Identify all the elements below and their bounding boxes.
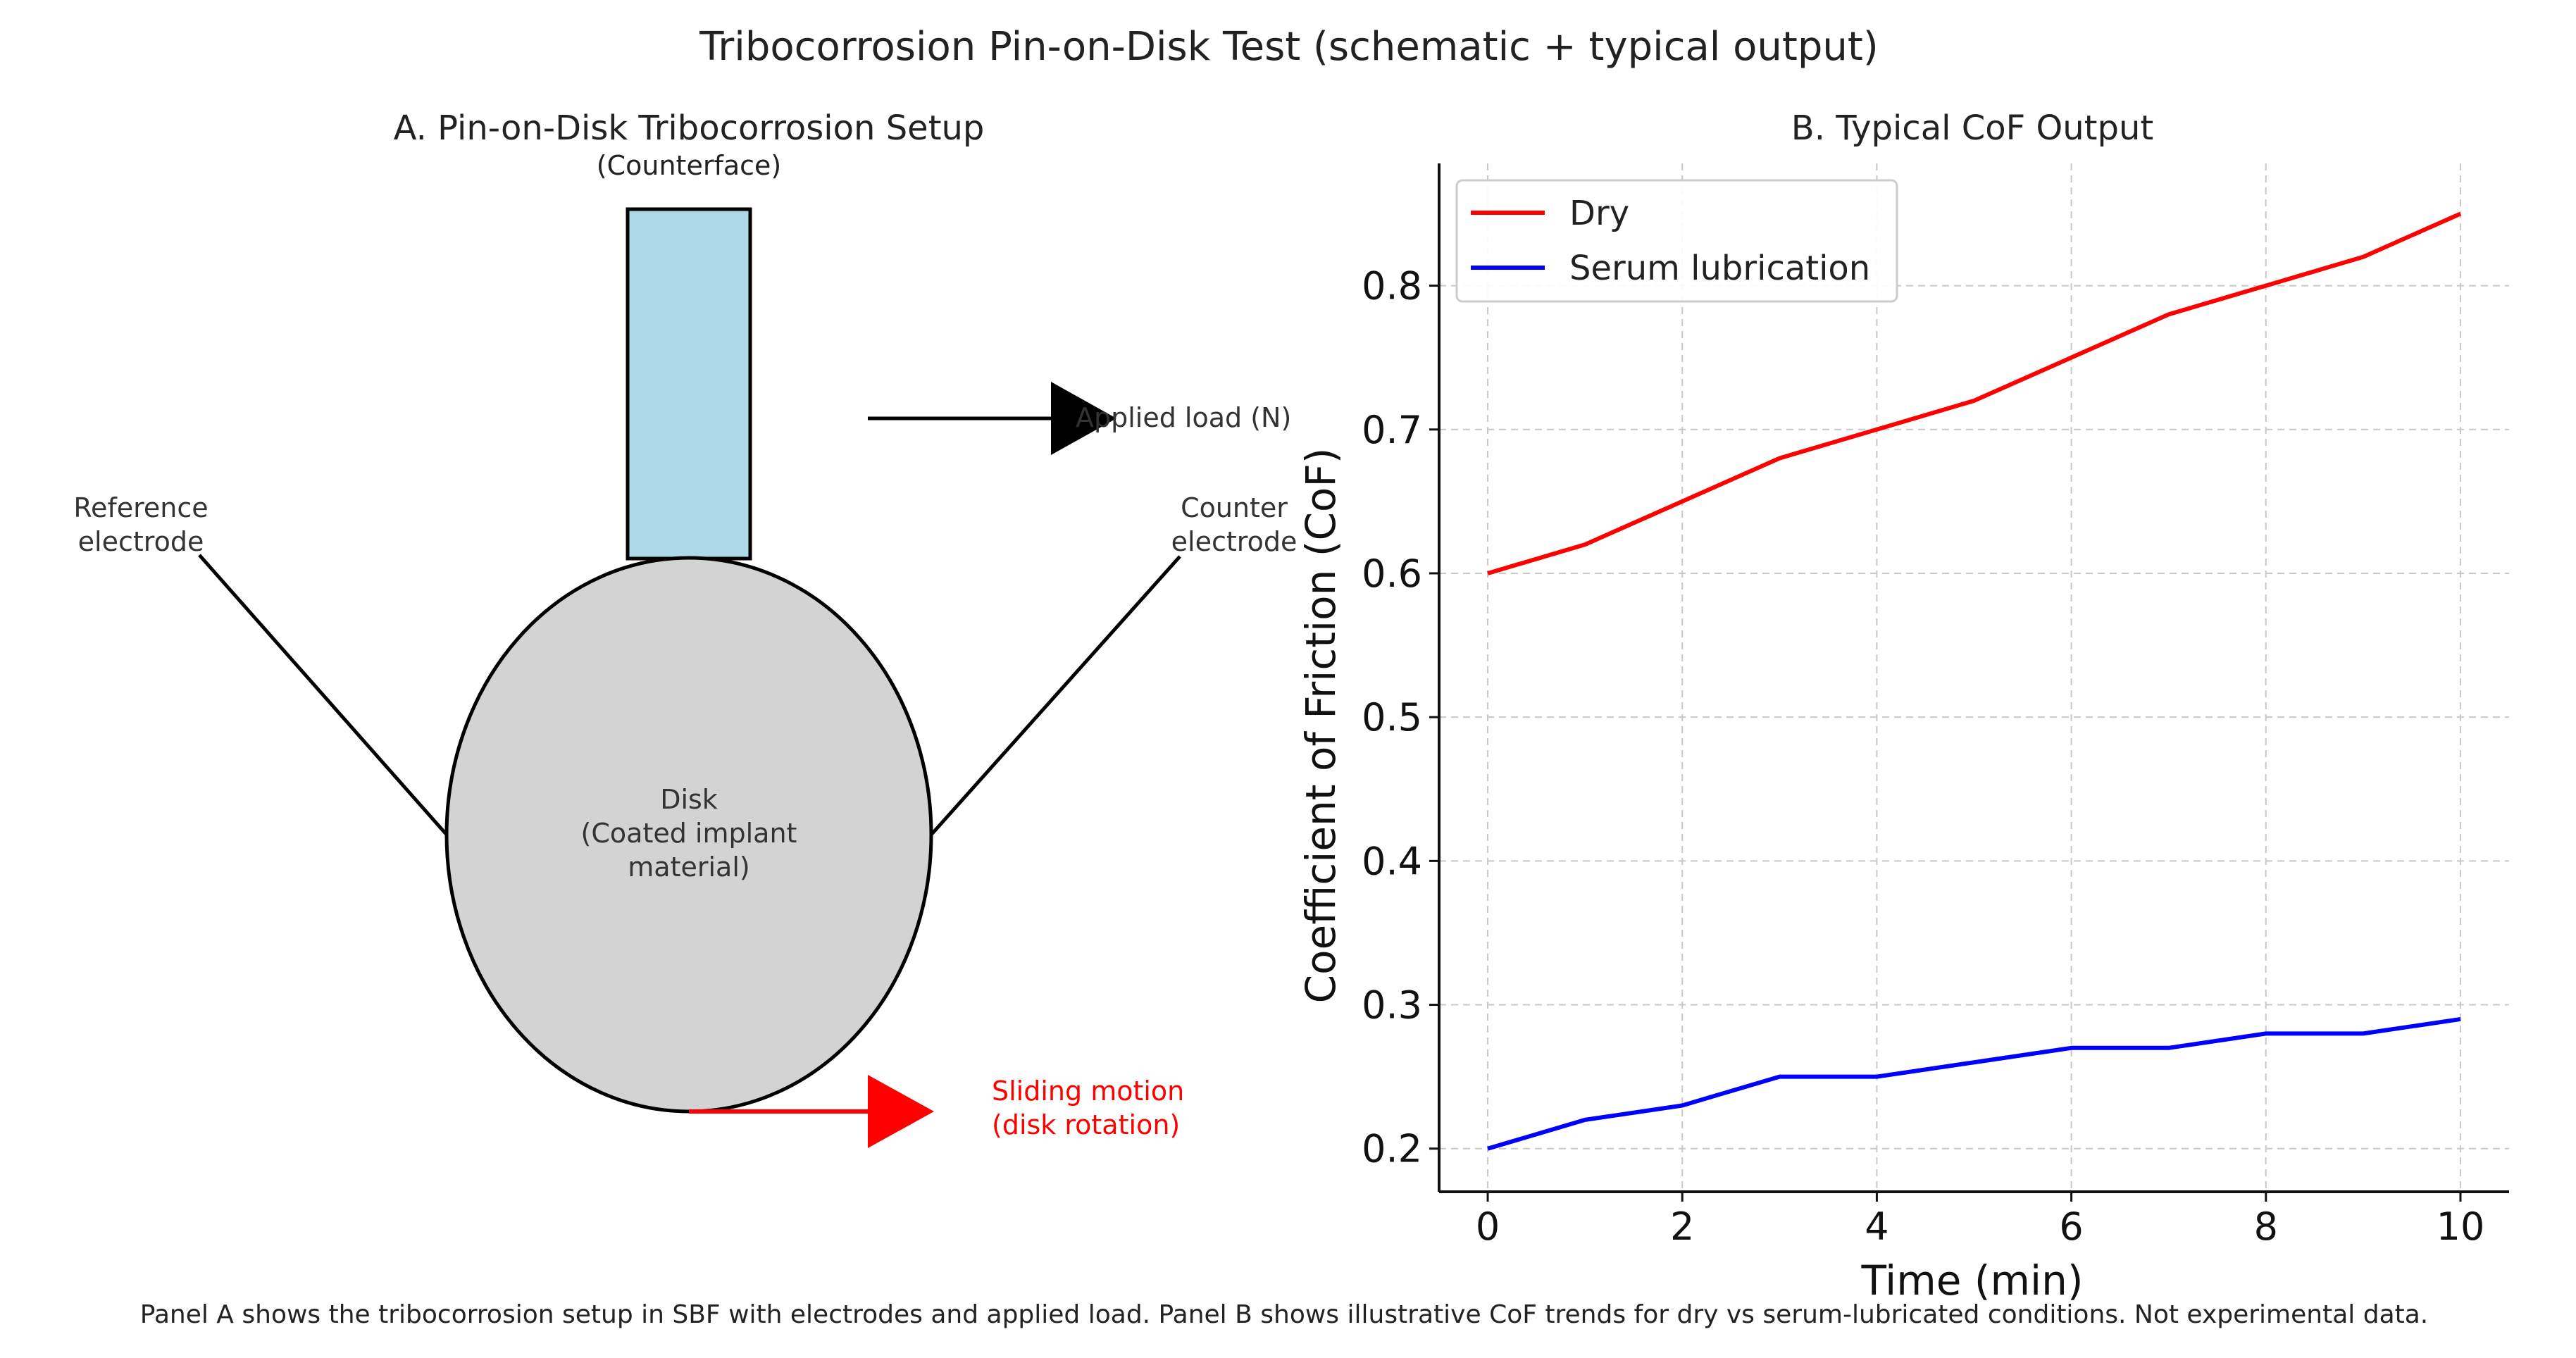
legend-label: Dry <box>1569 194 1629 233</box>
x-tick-label: 6 <box>2059 1204 2083 1249</box>
chart-y-axis-label: Coefficient of Friction (CoF) <box>1297 448 1345 1004</box>
chart-title: B. Typical CoF Output <box>1791 108 2153 148</box>
y-tick-label: 0.6 <box>1362 552 1422 596</box>
y-tick-label: 0.2 <box>1362 1127 1422 1171</box>
sliding-motion-label-line2: (disk rotation) <box>992 1109 1180 1140</box>
applied-load-arrowhead <box>1051 382 1116 455</box>
pin-label: (Counterface) <box>597 150 781 181</box>
sliding-motion-arrowhead <box>868 1075 934 1148</box>
reference-electrode-label-line1: Reference <box>73 492 208 523</box>
disk-label-line1: Disk <box>660 784 718 815</box>
counter-electrode-wire <box>930 555 1181 836</box>
y-tick-label: 0.7 <box>1362 408 1422 452</box>
counter-electrode-label-line1: Counter <box>1181 492 1288 523</box>
chart-x-axis-label: Time (min) <box>1860 1257 2083 1304</box>
sliding-motion-label-line1: Sliding motion <box>992 1076 1184 1107</box>
panel-a: A. Pin-on-Disk Tribocorrosion Setup (Cou… <box>73 108 1297 1148</box>
y-tick-label: 0.5 <box>1362 695 1422 740</box>
x-tick-label: 4 <box>1865 1204 1889 1249</box>
x-tick-label: 10 <box>2437 1204 2485 1249</box>
reference-electrode-label-line2: electrode <box>78 526 204 557</box>
pin-counterface <box>626 207 752 561</box>
panel-a-title: A. Pin-on-Disk Tribocorrosion Setup <box>394 108 985 148</box>
figure-title: Tribocorrosion Pin-on-Disk Test (schemat… <box>699 24 1878 70</box>
chart-grid <box>1439 163 2509 1192</box>
series-line-serum-lubrication <box>1487 1016 2461 1151</box>
x-tick-label: 0 <box>1476 1204 1500 1249</box>
chart-legend: Dry Serum lubrication <box>1455 179 1898 303</box>
y-tick-label: 0.8 <box>1362 264 1422 309</box>
applied-load-label: Applied load (N) <box>1076 402 1291 433</box>
x-tick-label: 8 <box>2254 1204 2278 1249</box>
disk-label-line3: material) <box>628 852 749 883</box>
legend-frame <box>1455 179 1898 303</box>
cof-chart: B. Typical CoF Output 0 2 4 6 8 10 0.2 0.3 0.4 0.… <box>1297 108 2509 1304</box>
figure-caption: Panel A shows the tribocorrosion setup i… <box>140 1300 2429 1329</box>
counter-electrode-label-line2: electrode <box>1171 526 1298 557</box>
y-tick-label: 0.3 <box>1362 983 1422 1028</box>
y-tick-label: 0.4 <box>1362 839 1422 883</box>
series-line-dry <box>1487 211 2462 575</box>
legend-label: Serum lubrication <box>1569 249 1870 288</box>
x-tick-label: 2 <box>1670 1204 1694 1249</box>
reference-electrode-wire <box>198 554 448 836</box>
chart-series <box>1487 211 2462 1151</box>
disk-label-line2: (Coated implant <box>581 818 797 849</box>
chart-axes: 0 2 4 6 8 10 0.2 0.3 0.4 0.5 0.6 0.7 0.8 <box>1362 163 2509 1249</box>
